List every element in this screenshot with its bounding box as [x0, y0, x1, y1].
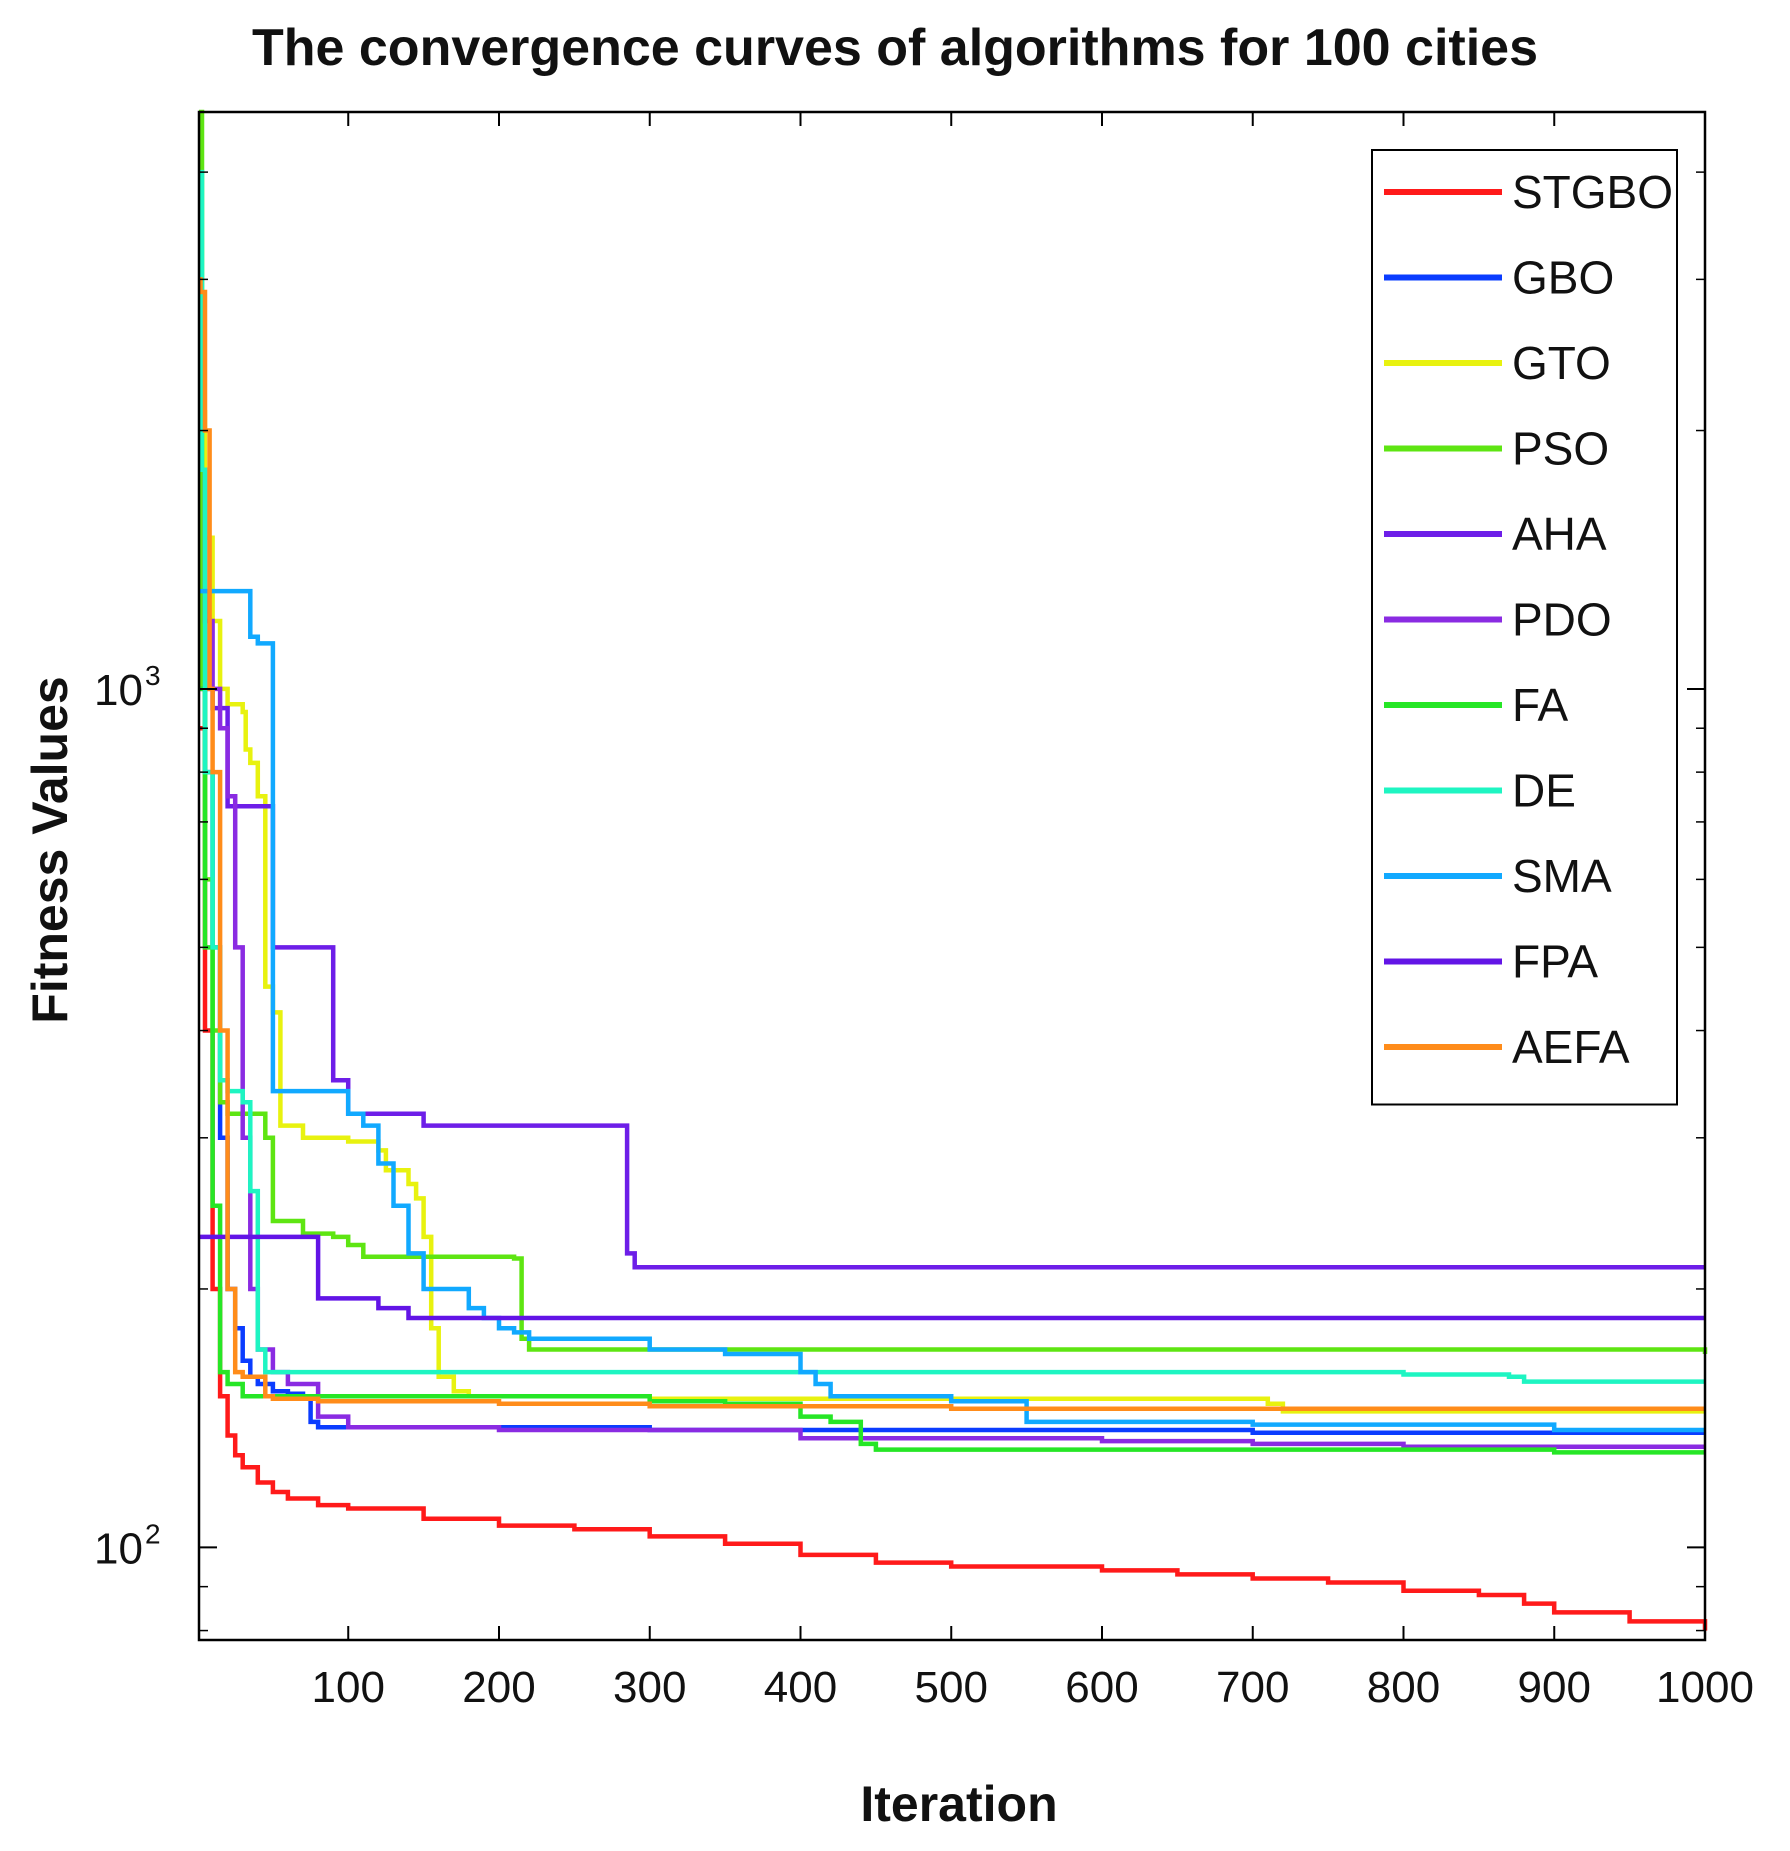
- x-tick-label: 200: [462, 1663, 535, 1712]
- y-tick-label: 10: [94, 666, 143, 715]
- series-line-stgbo: [199, 725, 1708, 1631]
- legend-label-gbo: GBO: [1512, 252, 1614, 304]
- legend-label-pdo: PDO: [1512, 594, 1612, 646]
- x-tick-label: 1000: [1656, 1663, 1754, 1712]
- series-line-aefa: [198, 277, 1705, 1412]
- x-tick-label: 700: [1216, 1663, 1289, 1712]
- x-tick-label: 500: [915, 1663, 988, 1712]
- x-axis-label: Iteration: [860, 1776, 1058, 1832]
- series-layer: [198, 109, 1708, 1631]
- legend-label-fpa: FPA: [1512, 936, 1598, 988]
- series-line-aha: [199, 686, 1705, 1270]
- y-tick-label: 10: [94, 1524, 143, 1573]
- x-tick-label: 600: [1065, 1663, 1138, 1712]
- x-tick-label: 400: [764, 1663, 837, 1712]
- legend: STGBO GBO GTO PSO AHA PDO FA DE SMA FPA AEFA: [1371, 149, 1678, 1106]
- legend-label-sma: SMA: [1512, 850, 1612, 902]
- legend-label-stgbo: STGBO: [1512, 166, 1673, 218]
- x-tick-label: 300: [613, 1663, 686, 1712]
- y-tick-exponent: 3: [145, 660, 161, 691]
- legend-label-aefa: AEFA: [1512, 1021, 1630, 1073]
- legend-label-pso: PSO: [1512, 423, 1609, 475]
- legend-label-gto: GTO: [1512, 337, 1611, 389]
- x-tick-label: 800: [1367, 1663, 1440, 1712]
- legend-label-de: DE: [1512, 765, 1576, 817]
- legend-label-aha: AHA: [1512, 508, 1607, 560]
- chart-title: The convergence curves of algorithms for…: [251, 19, 1538, 77]
- series-line-fa: [199, 686, 1705, 1455]
- series-line-fpa: [199, 1234, 1705, 1321]
- x-tick-label: 900: [1518, 1663, 1591, 1712]
- legend-label-fa: FA: [1512, 679, 1569, 731]
- y-tick-exponent: 2: [145, 1518, 161, 1549]
- legend-box: [1371, 149, 1678, 1106]
- x-tick-label: 100: [312, 1663, 385, 1712]
